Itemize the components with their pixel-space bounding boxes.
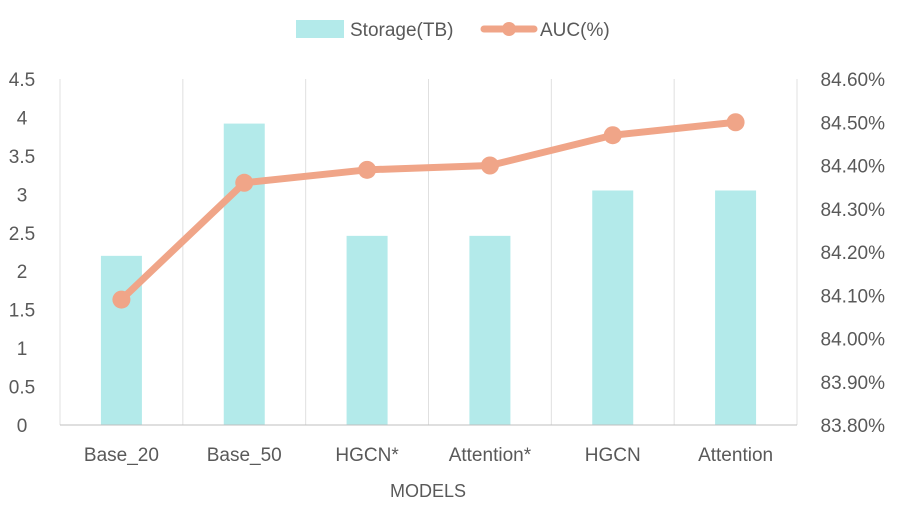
auc-point-HGCN [603, 126, 622, 145]
left-tick-label: 2.5 [9, 224, 35, 245]
right-axis-ticks: 83.80% 83.90% 84.00% 84.10% 84.20% 84.30% 84.4… [821, 70, 886, 437]
auc-point-Attention [726, 113, 745, 132]
auc-point-HGCN* [358, 160, 377, 179]
bar-Attention [715, 190, 757, 425]
left-tick-label: 1.5 [9, 301, 35, 322]
left-tick-label: 4.5 [9, 70, 35, 91]
line-series-auc [112, 113, 745, 309]
legend: Storage(TB) AUC(%) [296, 20, 610, 41]
right-tick-label: 84.60% [821, 70, 886, 91]
auc-point-Base_20 [112, 290, 131, 309]
right-tick-label: 84.00% [821, 330, 886, 351]
x-tick-label: HGCN [585, 445, 641, 466]
bar-HGCN* [346, 235, 388, 425]
left-tick-label: 4 [17, 108, 28, 129]
x-tick-label: Attention* [449, 445, 532, 466]
bar-HGCN [592, 190, 634, 425]
x-axis-title: MODELS [390, 481, 466, 501]
legend-label-storage: Storage(TB) [350, 20, 453, 41]
legend-label-auc: AUC(%) [540, 20, 610, 41]
x-tick-label: Base_50 [207, 445, 282, 466]
legend-swatch-storage [296, 20, 344, 38]
bar-Base_50 [223, 123, 265, 426]
left-tick-label: 3 [17, 185, 28, 206]
auc-point-Attention* [480, 156, 499, 175]
left-axis-ticks: 0 0.5 1 1.5 2 2.5 3 3.5 4 4.5 [9, 70, 35, 437]
right-tick-label: 84.10% [821, 286, 886, 307]
right-tick-label: 83.80% [821, 416, 886, 437]
auc-line [117, 118, 740, 304]
right-tick-label: 84.50% [821, 113, 886, 134]
left-tick-label: 3.5 [9, 147, 35, 168]
bar-Attention* [469, 235, 511, 425]
x-tick-label: Attention [698, 445, 773, 466]
right-tick-label: 84.40% [821, 157, 886, 178]
x-tick-label: HGCN* [335, 445, 399, 466]
x-tick-label: Base_20 [84, 445, 159, 466]
right-tick-label: 83.90% [821, 373, 886, 394]
x-axis-ticks: Base_20 Base_50 HGCN* Attention* HGCN Attenti… [84, 445, 773, 466]
right-tick-label: 84.20% [821, 243, 886, 264]
left-tick-label: 0.5 [9, 378, 35, 399]
gridlines [59, 79, 798, 425]
left-tick-label: 1 [17, 339, 28, 360]
left-tick-label: 0 [17, 416, 28, 437]
right-tick-label: 84.30% [821, 200, 886, 221]
auc-point-Base_50 [235, 173, 254, 192]
left-tick-label: 2 [17, 262, 28, 283]
legend-marker-auc [502, 22, 516, 36]
